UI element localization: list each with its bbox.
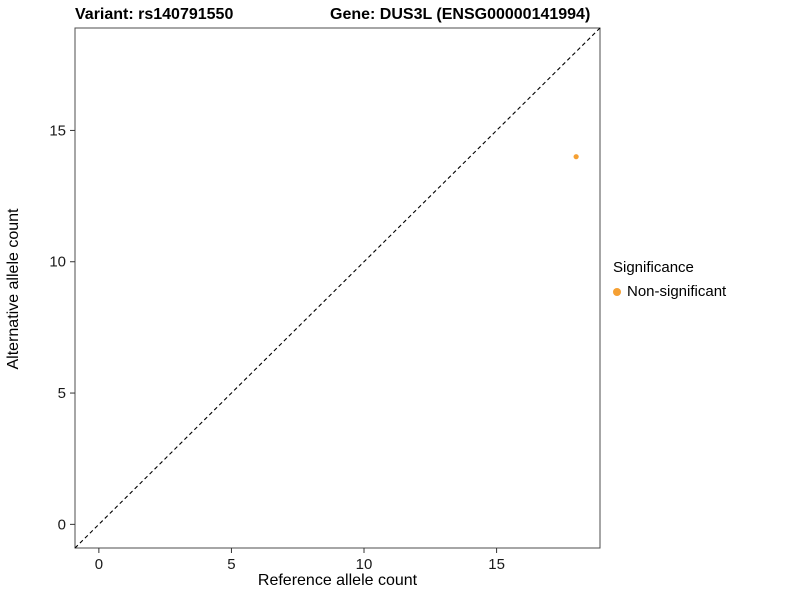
y-tick-label: 5 (58, 385, 66, 402)
plot-title-variant: Variant: rs140791550 (75, 6, 234, 23)
plot-title-gene: Gene: DUS3L (ENSG00000141994) (330, 6, 591, 23)
y-tick-label: 10 (49, 254, 66, 271)
y-axis-title: Alternative allele count (5, 208, 22, 370)
x-tick-label: 10 (356, 556, 373, 573)
panel-border (74, 27, 601, 549)
x-tick-label: 5 (227, 556, 235, 573)
y-tick-label: 15 (49, 122, 66, 139)
y-tick-label: 0 (58, 516, 66, 533)
identity-line (74, 27, 601, 549)
x-axis-title: Reference allele count (257, 572, 418, 589)
legend-item-label: Non-significant (627, 283, 727, 300)
legend-dot-icon (613, 287, 621, 296)
legend-item-non-significant: Non-significant (613, 283, 726, 300)
legend-title: Significance (613, 259, 694, 276)
legend: Significance Non-significant (613, 259, 726, 300)
data-point (573, 154, 579, 160)
x-tick-label: 0 (95, 556, 103, 573)
x-tick-label: 15 (488, 556, 505, 573)
